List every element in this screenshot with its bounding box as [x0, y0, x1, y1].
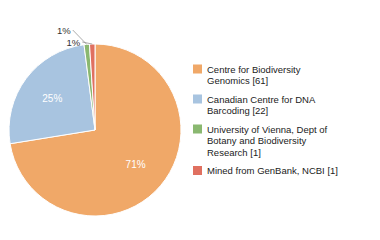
data-label: 1%	[57, 25, 71, 36]
legend-swatch	[193, 125, 202, 134]
data-label: 1%	[67, 37, 81, 48]
legend-label-line: University of Vienna, Dept of	[207, 124, 328, 135]
pie-slice	[89, 44, 95, 130]
legend-label-line: Centre for Biodiversity	[207, 64, 301, 75]
legend-item: Mined from GenBank, NCBI [1]	[193, 165, 338, 176]
pie-slice	[9, 45, 95, 144]
slices	[9, 44, 181, 216]
legend-label-line: Mined from GenBank, NCBI [1]	[207, 165, 338, 176]
legend-item: University of Vienna, Dept ofBotany and …	[193, 124, 328, 158]
legend-swatch	[193, 95, 202, 104]
legend-label: University of Vienna, Dept ofBotany and …	[207, 124, 328, 158]
legend-label-line: Genomics [61]	[207, 75, 268, 86]
legend-label: Centre for BiodiversityGenomics [61]	[207, 64, 301, 87]
legend-label-line: Research [1]	[207, 147, 261, 158]
leader-line	[82, 42, 92, 44]
legend-item: Centre for BiodiversityGenomics [61]	[193, 64, 301, 87]
legend-item: Canadian Centre for DNABarcoding [22]	[193, 94, 316, 117]
data-labels: 71% 25% 1%1%	[42, 25, 145, 171]
legend-label: Mined from GenBank, NCBI [1]	[207, 165, 338, 176]
pie: 71% 25% 1%1%	[9, 25, 181, 217]
chart: 71% 25% 1%1% Centre for BiodiversityGenomic…	[0, 0, 380, 240]
pie-slice	[84, 44, 95, 130]
legend-label-line: Canadian Centre for DNA	[207, 94, 316, 105]
legend-label: Canadian Centre for DNABarcoding [22]	[207, 94, 316, 117]
data-label: 71%	[126, 159, 146, 170]
legend-label-line: Barcoding [22]	[207, 105, 268, 116]
data-label: 25%	[42, 93, 62, 104]
legend-label-line: Botany and Biodiversity	[207, 135, 307, 146]
legend-swatch	[193, 65, 202, 74]
legend: Centre for BiodiversityGenomics [61] Cana…	[193, 64, 338, 177]
legend-swatch	[193, 166, 202, 175]
